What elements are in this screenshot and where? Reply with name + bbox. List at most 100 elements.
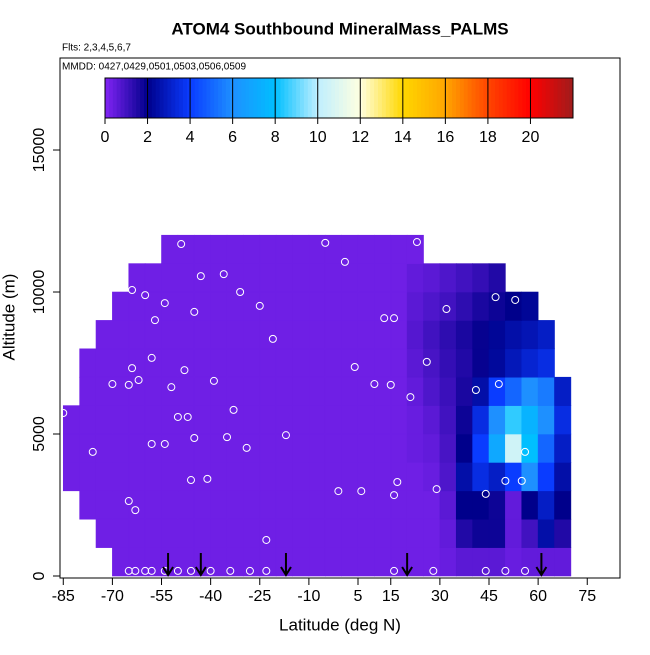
- heat-cell: [177, 547, 195, 577]
- heat-cell: [144, 462, 162, 492]
- colorbar-swatch: [569, 78, 574, 118]
- heat-cell: [423, 490, 441, 520]
- heat-cell: [62, 433, 80, 463]
- sounding-arrow: [162, 553, 174, 577]
- heat-cell: [95, 490, 113, 520]
- colorbar-swatch: [522, 78, 527, 118]
- heat-cell: [95, 405, 113, 435]
- colorbar-swatch: [120, 78, 125, 118]
- heat-cell: [472, 547, 490, 577]
- heat-cell: [79, 348, 97, 378]
- colorbar-swatch: [424, 78, 430, 118]
- heat-cell: [243, 547, 261, 577]
- heat-cell: [357, 547, 375, 577]
- colorbar-swatch: [108, 78, 114, 118]
- x-tick-label: 15: [382, 588, 400, 605]
- heat-cell: [390, 263, 408, 293]
- sample-point: [128, 364, 137, 373]
- colorbar-swatch: [280, 78, 285, 118]
- colorbar-tick-label: 20: [522, 129, 540, 146]
- heat-cell: [341, 490, 359, 520]
- colorbar-swatch: [229, 78, 235, 118]
- colorbar-swatch: [116, 78, 122, 118]
- colorbar-swatch: [502, 78, 508, 118]
- colorbar-tick-label: 14: [394, 129, 412, 146]
- x-tick-label: -85: [52, 588, 75, 605]
- heat-cell: [161, 320, 179, 350]
- heat-cell: [324, 405, 342, 435]
- sample-point: [131, 506, 140, 515]
- colorbar-swatch: [233, 78, 239, 118]
- colorbar-swatch: [409, 78, 414, 118]
- colorbar-swatch: [436, 78, 441, 118]
- heat-cell: [308, 405, 326, 435]
- heat-cell: [439, 320, 457, 350]
- colorbar-swatch: [183, 78, 188, 118]
- sample-point: [471, 385, 480, 394]
- heat-cell: [324, 547, 342, 577]
- heat-cell: [210, 234, 228, 264]
- heat-cell: [537, 433, 555, 463]
- sample-point: [422, 357, 431, 366]
- sample-point: [147, 439, 156, 448]
- heat-cell: [488, 405, 506, 435]
- heat-cell: [259, 462, 277, 492]
- sample-point: [242, 443, 251, 452]
- heat-cell: [128, 376, 146, 406]
- y-axis-label: Altitude (m): [0, 274, 18, 361]
- heat-cell: [292, 518, 310, 548]
- colorbar-swatch: [307, 78, 313, 118]
- heat-cell: [505, 405, 523, 435]
- heat-cell: [357, 291, 375, 321]
- colorbar-swatch: [296, 78, 301, 118]
- heat-cell: [95, 433, 113, 463]
- heat-cell: [423, 348, 441, 378]
- sample-point: [150, 316, 159, 325]
- heat-cell: [357, 234, 375, 264]
- sample-point: [501, 566, 510, 575]
- heat-cell: [292, 433, 310, 463]
- colorbar-swatch: [257, 78, 262, 118]
- x-tick-label: 5: [354, 588, 363, 605]
- sample-point: [190, 433, 199, 442]
- heat-cell: [193, 291, 211, 321]
- heat-cell: [488, 518, 506, 548]
- heat-cell: [390, 490, 408, 520]
- heat-cell: [472, 405, 490, 435]
- colorbar-swatch: [370, 78, 375, 118]
- heat-cell: [390, 376, 408, 406]
- sample-point: [183, 412, 192, 421]
- heat-cell: [439, 547, 457, 577]
- colorbar-swatch: [245, 78, 250, 118]
- heat-cell: [341, 234, 359, 264]
- sample-point: [386, 380, 395, 389]
- colorbar-swatch: [249, 78, 254, 118]
- heat-cell: [308, 234, 326, 264]
- colorbar-swatch: [179, 78, 184, 118]
- heat-cell: [308, 433, 326, 463]
- heat-cell: [144, 376, 162, 406]
- heat-cell: [292, 263, 310, 293]
- colorbar-swatch: [210, 78, 215, 118]
- sample-point: [128, 286, 137, 295]
- sample-point: [412, 238, 421, 247]
- colorbar-tick-label: 2: [143, 129, 152, 146]
- heat-cell: [193, 433, 211, 463]
- heat-cell: [95, 320, 113, 350]
- heat-cell: [243, 291, 261, 321]
- y-tick-label: 5000: [31, 416, 48, 452]
- heat-cell: [488, 263, 506, 293]
- heat-cell: [521, 348, 539, 378]
- heat-cell: [308, 462, 326, 492]
- colorbar-swatch: [483, 78, 488, 118]
- heat-cell: [193, 490, 211, 520]
- x-tick-label: -55: [150, 588, 173, 605]
- heat-cell: [406, 433, 424, 463]
- heat-cell: [341, 263, 359, 293]
- colorbar-swatch: [300, 78, 305, 118]
- colorbar-swatch: [444, 78, 449, 118]
- colorbar-swatch: [136, 78, 141, 118]
- heat-cell: [161, 376, 179, 406]
- heat-cell: [521, 291, 539, 321]
- heat-cell: [177, 433, 195, 463]
